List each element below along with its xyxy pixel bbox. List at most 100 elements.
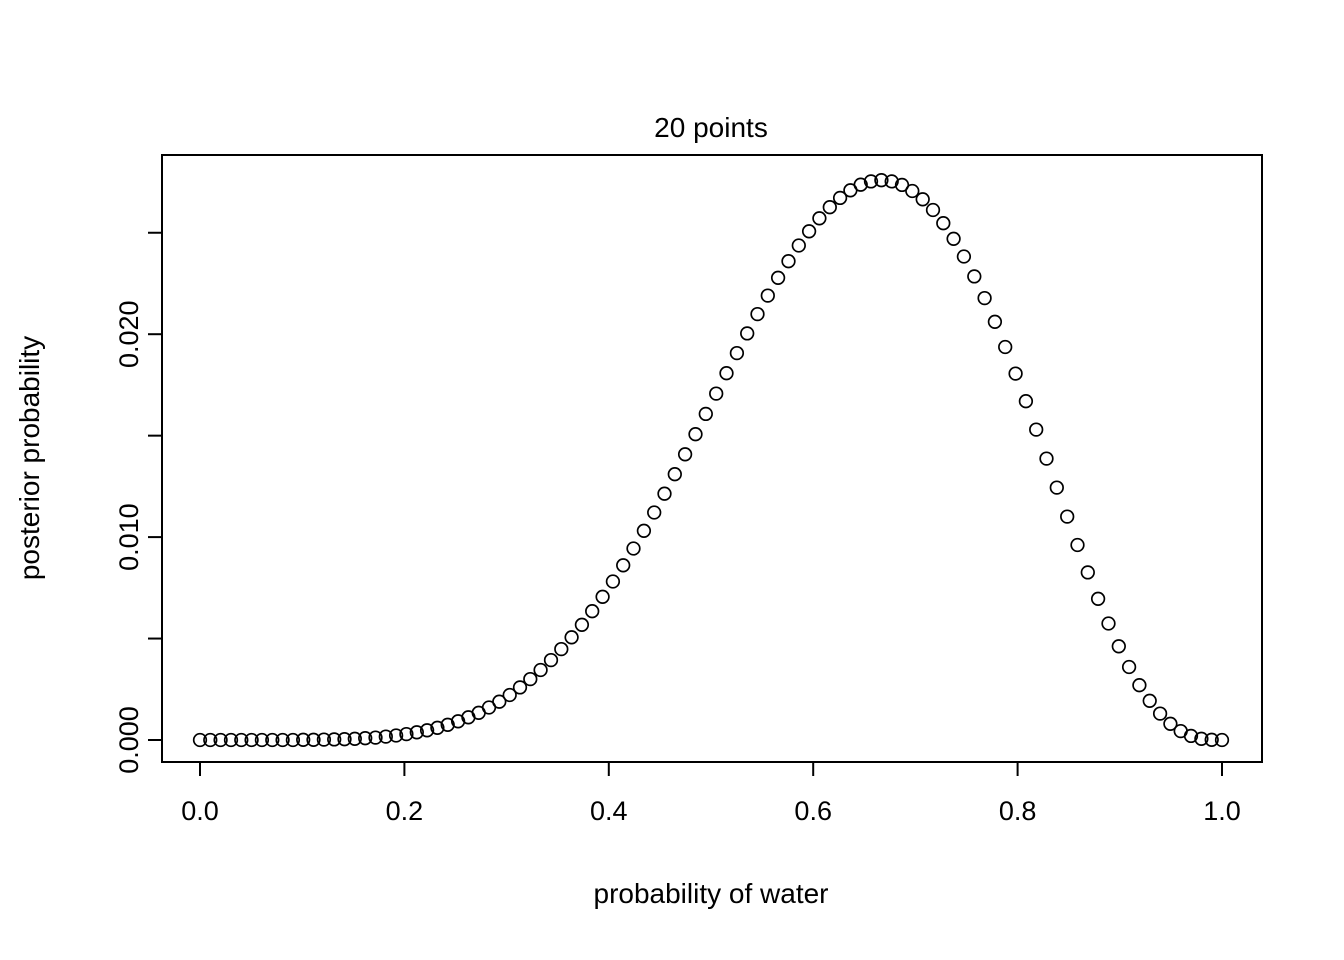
chart-title: 20 points (654, 112, 768, 143)
data-point (1111, 639, 1126, 654)
data-point (502, 687, 517, 703)
data-point (946, 231, 961, 246)
data-point (203, 732, 218, 748)
data-point (265, 732, 280, 748)
data-point (1183, 728, 1199, 744)
data-point (254, 732, 270, 748)
data-point (1039, 451, 1054, 466)
data-point (750, 306, 765, 322)
data-point (234, 732, 249, 748)
data-point (378, 729, 393, 744)
data-point (987, 314, 1003, 329)
data-point (1008, 366, 1023, 381)
data-point (977, 290, 992, 306)
data-point (760, 288, 775, 303)
data-point (533, 662, 548, 678)
data-point (1194, 731, 1209, 746)
data-point (1204, 732, 1219, 747)
data-point (1132, 678, 1147, 693)
data-point (1152, 706, 1168, 721)
data-point (223, 732, 239, 748)
y-tick-label: 0.010 (114, 503, 144, 571)
data-point (358, 731, 373, 746)
data-point (894, 177, 910, 193)
data-point (967, 269, 982, 284)
data-point (905, 183, 920, 199)
data-point (1163, 716, 1178, 731)
data-point (605, 574, 621, 589)
data-point (636, 523, 652, 538)
data-point (440, 717, 455, 732)
data-point (574, 617, 590, 632)
data-point (543, 652, 559, 668)
data-point (832, 190, 848, 206)
data-point (1080, 565, 1095, 580)
data-point (884, 174, 899, 189)
data-point (647, 505, 662, 520)
data-point (925, 202, 941, 218)
y-tick-label: 0.020 (114, 300, 144, 368)
data-point (1070, 537, 1085, 553)
x-tick-label: 1.0 (1203, 796, 1241, 826)
data-point (316, 732, 332, 747)
data-point (430, 720, 445, 735)
data-point (244, 732, 259, 748)
data-point (853, 177, 868, 192)
data-point (1060, 509, 1075, 524)
data-point (564, 630, 579, 645)
data-point (709, 386, 724, 401)
y-axis-title: posterior probability (14, 335, 45, 581)
data-point (936, 216, 951, 231)
data-point (368, 730, 383, 745)
data-point (275, 732, 290, 748)
data-point (677, 447, 693, 462)
data-point (337, 732, 352, 747)
data-point (1049, 480, 1064, 495)
x-tick-label: 0.8 (999, 796, 1037, 826)
data-point (512, 680, 528, 695)
data-point (729, 345, 745, 361)
data-point (399, 726, 414, 742)
data-point (523, 671, 538, 687)
data-point (740, 326, 755, 341)
data-point (812, 211, 827, 226)
data-point (719, 366, 734, 381)
data-point (956, 249, 972, 264)
data-point (626, 541, 641, 556)
x-tick-label: 0.0 (181, 796, 219, 826)
data-point (915, 192, 930, 207)
data-point (1121, 659, 1137, 675)
x-tick-label: 0.4 (590, 796, 628, 826)
data-point (306, 732, 321, 747)
data-point (388, 728, 404, 743)
data-point (801, 224, 817, 239)
data-point (874, 173, 889, 188)
data-point (1142, 693, 1157, 708)
data-point (791, 238, 806, 253)
data-point (409, 725, 424, 740)
data-point (1018, 394, 1034, 409)
data-point (1090, 591, 1106, 606)
data-point (698, 406, 713, 422)
data-point (585, 604, 600, 619)
data-point (492, 694, 507, 709)
data-point (688, 427, 703, 442)
x-axis-title: probability of water (593, 878, 829, 909)
data-point (667, 467, 682, 482)
data-point (327, 732, 342, 747)
data-point (554, 641, 569, 657)
data-point (419, 723, 435, 738)
x-tick-label: 0.6 (794, 796, 832, 826)
data-point (1029, 422, 1044, 437)
data-point (616, 558, 631, 573)
data-point (657, 486, 672, 501)
data-point (822, 200, 837, 215)
plot-box (161, 154, 1263, 763)
data-point (1101, 616, 1116, 631)
data-point (192, 732, 208, 748)
data-point (347, 731, 362, 746)
data-point (781, 254, 796, 269)
data-point (1214, 732, 1230, 748)
y-tick-label: 0.000 (114, 706, 144, 774)
data-point (770, 270, 786, 285)
